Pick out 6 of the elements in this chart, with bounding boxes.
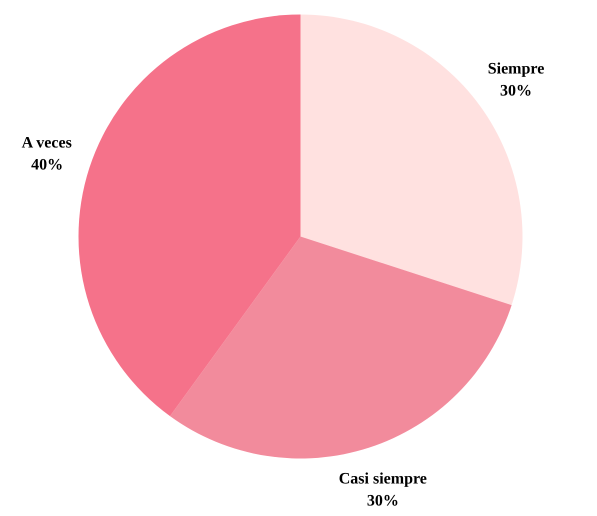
data-label: 30% [366, 492, 399, 510]
data-label: 30% [500, 82, 532, 100]
slice-label: A veces [22, 134, 72, 152]
slice-label: Siempre [488, 60, 544, 78]
slice-label: Casi siempre [338, 470, 427, 488]
data-label: 40% [31, 156, 64, 174]
